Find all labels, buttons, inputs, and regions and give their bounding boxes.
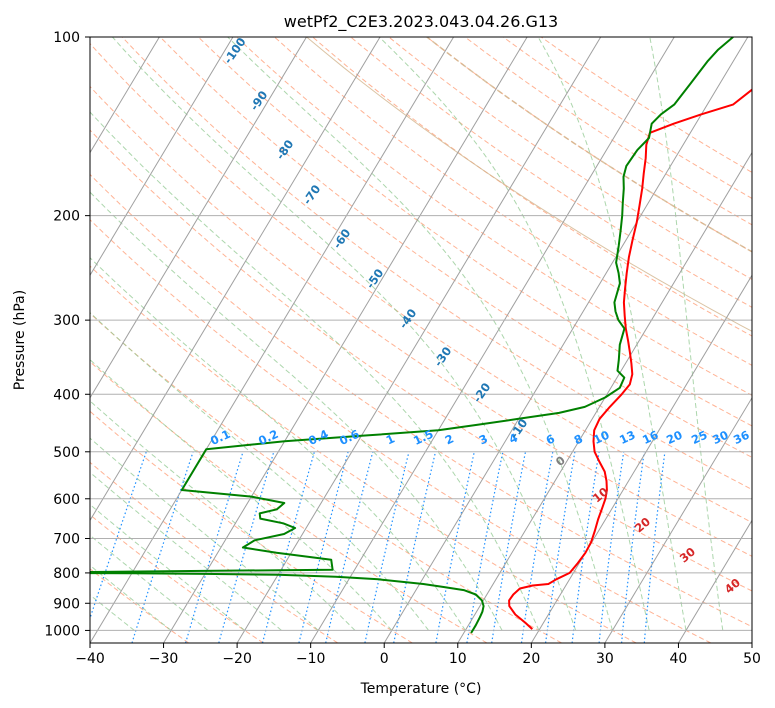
dry-adiabat [90,514,264,643]
temperature-profile [508,88,752,630]
y-tick-label: 300 [53,313,80,329]
mixing-ratio-line [218,451,275,643]
mixing-ratio-line [185,451,244,643]
isotherm [678,519,752,643]
isotherm [90,37,455,643]
x-tick-label: 10 [449,651,467,667]
dry-adiabat [274,37,752,366]
y-tick-label: 900 [53,596,80,612]
dry-adiabat [90,85,752,557]
plot-frame [89,36,753,644]
isotherm [90,37,234,277]
y-tick-label: 500 [53,445,80,461]
dry-adiabat [90,219,712,643]
x-tick-label: 40 [670,651,688,667]
moist-adiabat [90,503,246,631]
reference-curve [426,37,752,253]
x-tick-label: 20 [522,651,540,667]
dry-adiabat [236,37,752,396]
x-tick-label: 0 [380,651,389,667]
mixing-ratio-label: 20 [664,428,684,447]
x-axis-label: Temperature (°C) [360,681,482,697]
moist-adiabat [378,37,650,631]
y-tick-label: 1000 [44,623,80,639]
mixing-ratio-line [325,451,374,643]
mixing-ratio-label: 36 [731,428,751,447]
moist-adiabat [90,534,209,631]
plot-area-background [90,37,752,643]
dry-adiabat [90,265,637,643]
isotherm [604,396,752,643]
moist-adiabat [90,359,393,631]
mixing-ratio-label: 30 [710,428,730,447]
dry-adiabat [312,37,752,337]
isotherm [310,37,675,643]
moist-adiabat [649,37,724,631]
mixing-ratio-line [520,451,554,643]
mixing-ratio-label: 10 [591,428,611,447]
moist-adiabat [90,111,540,631]
y-tick-label: 700 [53,532,80,548]
x-tick-label: −30 [149,651,179,667]
moist-adiabat [90,471,282,631]
mixing-ratio-label: 25 [689,428,709,447]
moist-adiabat [90,400,356,631]
mixing-ratio-line [298,451,349,643]
moist-adiabat [112,37,577,631]
isotherm [90,37,160,154]
mixing-ratio-line [261,451,315,643]
reference-curve [306,37,752,332]
mixing-ratio-line [571,451,600,643]
x-tick-label: 50 [743,651,761,667]
mixing-ratio-line [466,451,504,643]
y-tick-label: 800 [53,566,80,582]
mixing-ratio-line [90,451,147,621]
mixing-ratio-line [643,451,666,643]
moist-adiabat [227,37,613,631]
y-tick-label: 400 [53,387,80,403]
y-axis-label: Pressure (hPa) [12,290,28,390]
mixing-ratio-line [621,451,645,643]
mixing-ratio-line [598,451,625,643]
y-tick-label: 200 [53,209,80,225]
x-tick-label: −10 [296,651,326,667]
mixing-ratio-line [435,451,475,643]
isotherm [90,37,381,522]
isotherm [90,37,307,399]
dewpoint-profile [90,37,734,634]
dry-adiabat [159,37,752,458]
y-tick-label: 100 [53,30,80,46]
y-tick-label: 600 [53,492,80,508]
chart-title: wetPf2_C2E3.2023.043.04.26.G13 [284,12,558,32]
moist-adiabat [90,191,503,631]
moist-adiabat [90,564,172,631]
y-axis: 1000 900 800 700 600 500 400 300 200 100 [44,30,90,639]
series-layer [90,37,752,634]
dry-adiabat [350,37,752,308]
isotherm [236,37,602,643]
dry-adiabat [90,461,339,643]
isotherm [163,37,528,643]
moist-adiabat [537,37,687,631]
mixing-ratio-label: 13 [617,428,637,447]
dry-adiabat [540,37,752,174]
x-tick-label: −20 [222,651,252,667]
mixing-ratio-label: 16 [640,428,660,447]
mixing-ratio-line [364,451,410,643]
mixing-ratio-line [131,451,194,643]
isotherm [457,151,752,643]
mixing-ratio-line [491,451,527,643]
x-tick-label: −40 [75,651,105,667]
dry-adiabat [90,129,752,592]
x-axis: −40 −30 −20 −10 0 10 20 30 40 50 [75,643,761,667]
mixing-ratio-line [393,451,437,643]
x-tick-label: 30 [596,651,614,667]
isotherm [383,37,749,643]
